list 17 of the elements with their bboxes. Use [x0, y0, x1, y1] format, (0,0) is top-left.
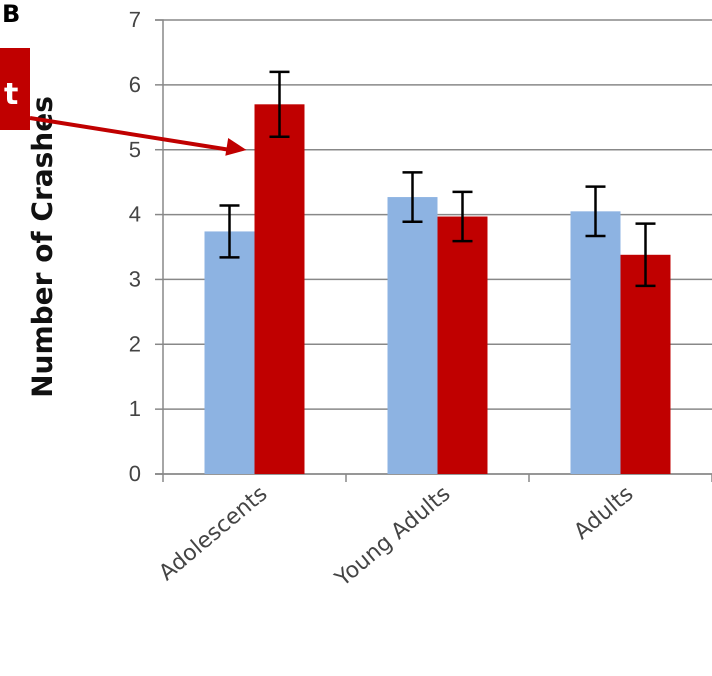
bar [570, 211, 620, 474]
text: t [4, 77, 18, 112]
bar [620, 254, 670, 474]
bar [438, 216, 488, 474]
bar [204, 231, 254, 474]
y-tick-label: 6 [128, 72, 141, 97]
y-axis-title: Number of Crashes [26, 96, 59, 398]
y-tick-label: 3 [128, 266, 141, 292]
bar [254, 104, 304, 474]
bar [388, 197, 438, 474]
y-tick-label: 2 [128, 331, 141, 356]
y-tick-label: 4 [128, 202, 141, 227]
text: B [2, 0, 20, 28]
y-tick-label: 0 [128, 461, 141, 486]
y-tick-label: 7 [128, 7, 141, 32]
y-tick-label: 1 [128, 396, 141, 422]
y-tick-label: 5 [128, 136, 141, 162]
